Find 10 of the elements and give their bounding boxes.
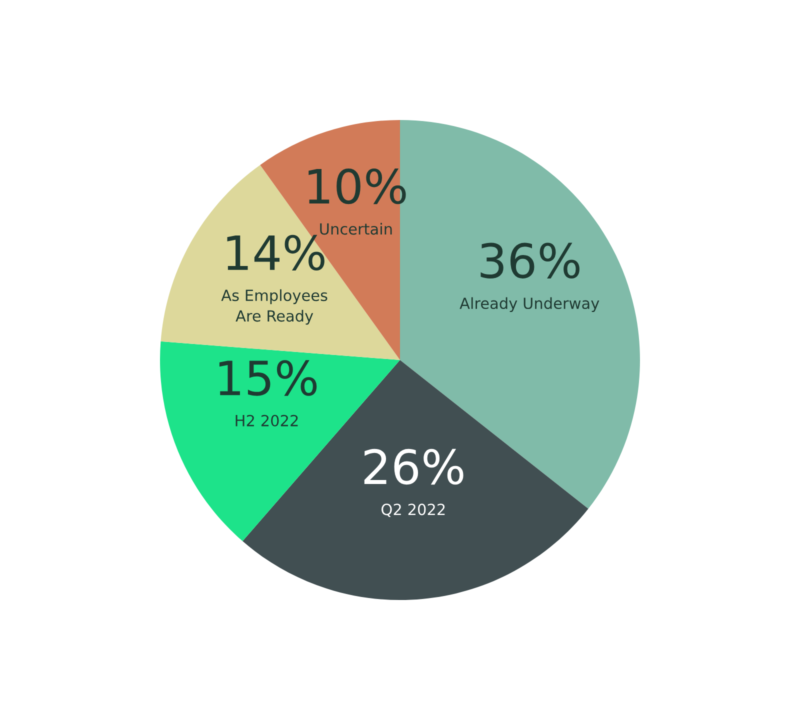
data-label: 15% [219, 360, 317, 396]
slice-label: Already Underway [460, 297, 600, 312]
data-label: 26% [364, 448, 464, 485]
slice-label: As Employees Are Ready [221, 289, 328, 325]
slice-label: Uncertain [320, 222, 392, 235]
slice-label: Q2 2022 [382, 504, 445, 517]
data-label: 14% [227, 234, 324, 271]
data-label: 10% [308, 168, 406, 204]
slice-label: H2 2022 [236, 414, 298, 426]
data-label: 36% [480, 242, 580, 278]
